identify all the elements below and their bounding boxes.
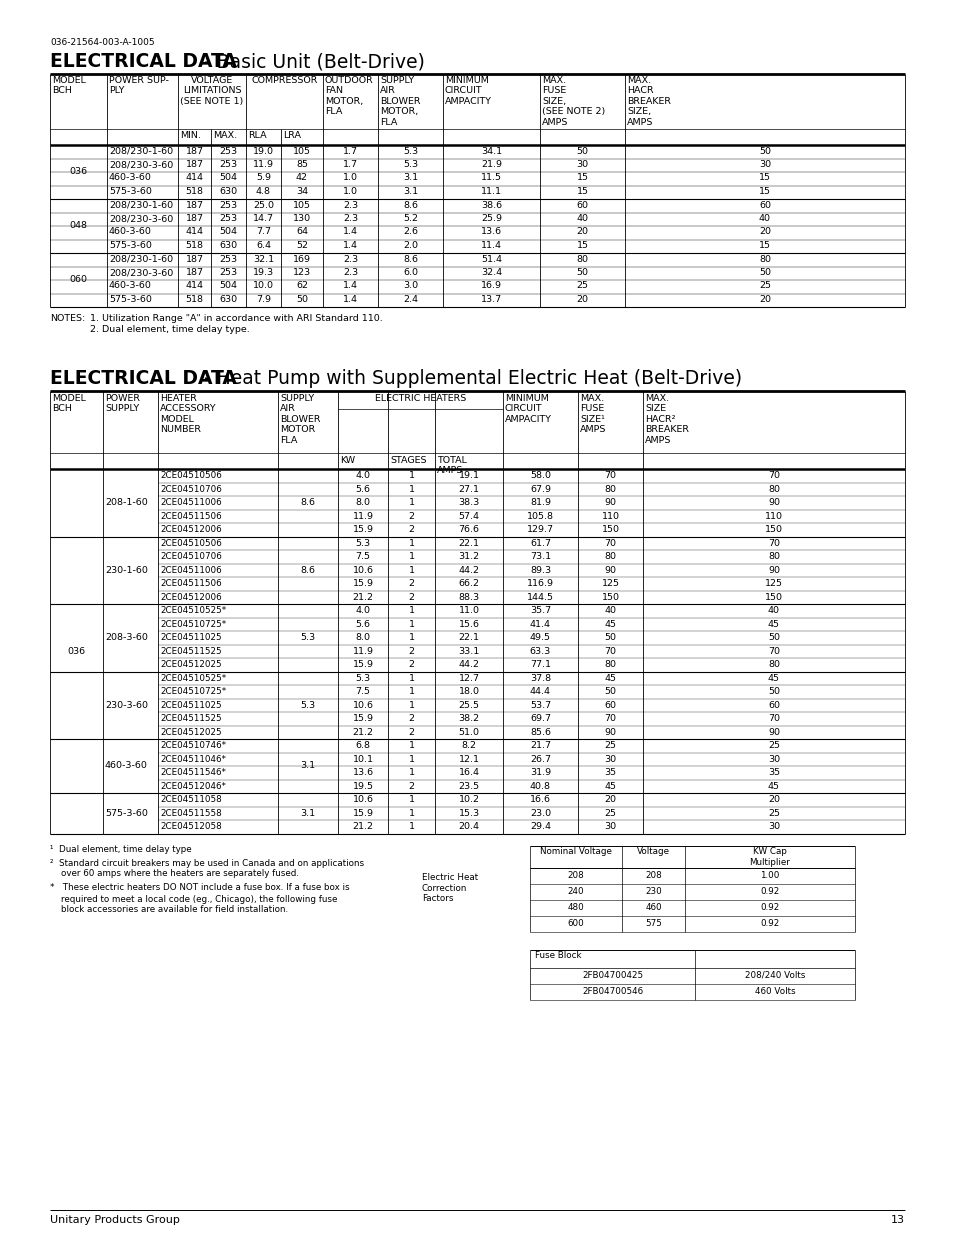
Text: Nominal Voltage: Nominal Voltage <box>539 847 611 857</box>
Text: SUPPLY
AIR
BLOWER
MOTOR,
FLA: SUPPLY AIR BLOWER MOTOR, FLA <box>379 77 420 127</box>
Text: 1: 1 <box>408 634 414 642</box>
Text: 35: 35 <box>604 768 616 777</box>
Text: 70: 70 <box>604 647 616 656</box>
Text: 2: 2 <box>408 647 414 656</box>
Text: 2.3: 2.3 <box>342 214 357 224</box>
Text: 1.0: 1.0 <box>343 173 357 183</box>
Text: 41.4: 41.4 <box>530 620 551 629</box>
Text: 2.4: 2.4 <box>402 295 417 304</box>
Text: 460-3-60: 460-3-60 <box>109 173 152 183</box>
Text: 036: 036 <box>70 168 88 177</box>
Text: 1: 1 <box>408 809 414 818</box>
Text: 26.7: 26.7 <box>530 755 551 763</box>
Text: 20: 20 <box>576 295 588 304</box>
Text: 187: 187 <box>185 214 203 224</box>
Text: ²  Standard circuit breakers may be used in Canada and on applications: ² Standard circuit breakers may be used … <box>50 858 364 867</box>
Text: 2. Dual element, time delay type.: 2. Dual element, time delay type. <box>90 325 250 333</box>
Text: 575-3-60: 575-3-60 <box>109 186 152 196</box>
Text: 8.6: 8.6 <box>402 200 417 210</box>
Text: 15.9: 15.9 <box>352 525 374 535</box>
Text: 8.2: 8.2 <box>461 741 476 750</box>
Text: 5.6: 5.6 <box>355 620 370 629</box>
Text: - Basic Unit (Belt-Drive): - Basic Unit (Belt-Drive) <box>198 52 424 70</box>
Text: 13: 13 <box>890 1215 904 1225</box>
Text: MAX.
HACR
BREAKER
SIZE,
AMPS: MAX. HACR BREAKER SIZE, AMPS <box>626 77 670 127</box>
Text: 460: 460 <box>644 903 661 911</box>
Text: 6.0: 6.0 <box>402 268 417 277</box>
Text: 5.2: 5.2 <box>402 214 417 224</box>
Text: 50: 50 <box>576 268 588 277</box>
Text: ¹  Dual element, time delay type: ¹ Dual element, time delay type <box>50 846 192 855</box>
Text: 2CE04510506: 2CE04510506 <box>160 472 221 480</box>
Text: 130: 130 <box>293 214 311 224</box>
Text: 80: 80 <box>576 254 588 263</box>
Text: 30: 30 <box>767 823 780 831</box>
Text: 33.1: 33.1 <box>457 647 479 656</box>
Text: MAX.
FUSE
SIZE,
(SEE NOTE 2)
AMPS: MAX. FUSE SIZE, (SEE NOTE 2) AMPS <box>541 77 604 127</box>
Text: block accessories are available for field installation.: block accessories are available for fiel… <box>50 905 288 914</box>
Text: 25.9: 25.9 <box>480 214 501 224</box>
Text: 10.6: 10.6 <box>352 700 374 710</box>
Text: 230-3-60: 230-3-60 <box>105 700 148 710</box>
Text: 0.92: 0.92 <box>760 919 779 927</box>
Text: 1.4: 1.4 <box>343 241 357 249</box>
Text: 13.6: 13.6 <box>352 768 374 777</box>
Text: 2CE04512006: 2CE04512006 <box>160 593 221 601</box>
Text: 70: 70 <box>604 538 616 548</box>
Text: 53.7: 53.7 <box>529 700 551 710</box>
Text: 4.8: 4.8 <box>255 186 271 196</box>
Text: 50: 50 <box>576 147 588 156</box>
Text: 50: 50 <box>604 634 616 642</box>
Text: 80: 80 <box>604 485 616 494</box>
Text: 42: 42 <box>295 173 308 183</box>
Text: 1: 1 <box>408 741 414 750</box>
Text: 600: 600 <box>567 919 584 927</box>
Text: 414: 414 <box>185 227 203 236</box>
Text: 25.5: 25.5 <box>458 700 479 710</box>
Text: VOLTAGE
LIMITATIONS
(SEE NOTE 1): VOLTAGE LIMITATIONS (SEE NOTE 1) <box>180 77 243 106</box>
Text: 1.4: 1.4 <box>343 295 357 304</box>
Text: 80: 80 <box>767 552 780 561</box>
Text: 518: 518 <box>185 241 203 249</box>
Text: ELECTRIC HEATERS: ELECTRIC HEATERS <box>375 394 466 403</box>
Text: MIN.: MIN. <box>180 131 201 140</box>
Text: 1: 1 <box>408 687 414 697</box>
Text: 60: 60 <box>604 700 616 710</box>
Text: 208-1-60: 208-1-60 <box>105 498 148 508</box>
Text: 30: 30 <box>604 823 616 831</box>
Text: 80: 80 <box>759 254 770 263</box>
Text: 2.6: 2.6 <box>402 227 417 236</box>
Text: 2: 2 <box>408 782 414 790</box>
Text: 208: 208 <box>567 871 584 881</box>
Text: 2CE04511046*: 2CE04511046* <box>160 755 226 763</box>
Text: 1: 1 <box>408 823 414 831</box>
Text: 1: 1 <box>408 700 414 710</box>
Text: 11.9: 11.9 <box>352 511 374 521</box>
Text: 11.0: 11.0 <box>458 606 479 615</box>
Text: 0.92: 0.92 <box>760 903 779 911</box>
Text: 50: 50 <box>759 147 770 156</box>
Text: 6.8: 6.8 <box>355 741 370 750</box>
Text: 88.3: 88.3 <box>458 593 479 601</box>
Text: 19.0: 19.0 <box>253 147 274 156</box>
Text: 34.1: 34.1 <box>480 147 501 156</box>
Text: 3.1: 3.1 <box>402 173 417 183</box>
Text: 62: 62 <box>295 282 308 290</box>
Text: 208/230-1-60: 208/230-1-60 <box>109 200 172 210</box>
Text: 45: 45 <box>767 782 780 790</box>
Text: 230-1-60: 230-1-60 <box>105 566 148 574</box>
Text: 2CE04512025: 2CE04512025 <box>160 661 221 669</box>
Text: 3.0: 3.0 <box>402 282 417 290</box>
Text: 2CE04511525: 2CE04511525 <box>160 714 221 724</box>
Text: 504: 504 <box>219 173 237 183</box>
Text: 2: 2 <box>408 727 414 737</box>
Text: 208/230-3-60: 208/230-3-60 <box>109 268 173 277</box>
Text: 11.9: 11.9 <box>253 161 274 169</box>
Text: 10.6: 10.6 <box>352 566 374 574</box>
Text: 15: 15 <box>759 186 770 196</box>
Text: 187: 187 <box>185 254 203 263</box>
Text: 036-21564-003-A-1005: 036-21564-003-A-1005 <box>50 38 154 47</box>
Text: 208/230-3-60: 208/230-3-60 <box>109 214 173 224</box>
Text: 20: 20 <box>759 295 770 304</box>
Text: 15: 15 <box>759 241 770 249</box>
